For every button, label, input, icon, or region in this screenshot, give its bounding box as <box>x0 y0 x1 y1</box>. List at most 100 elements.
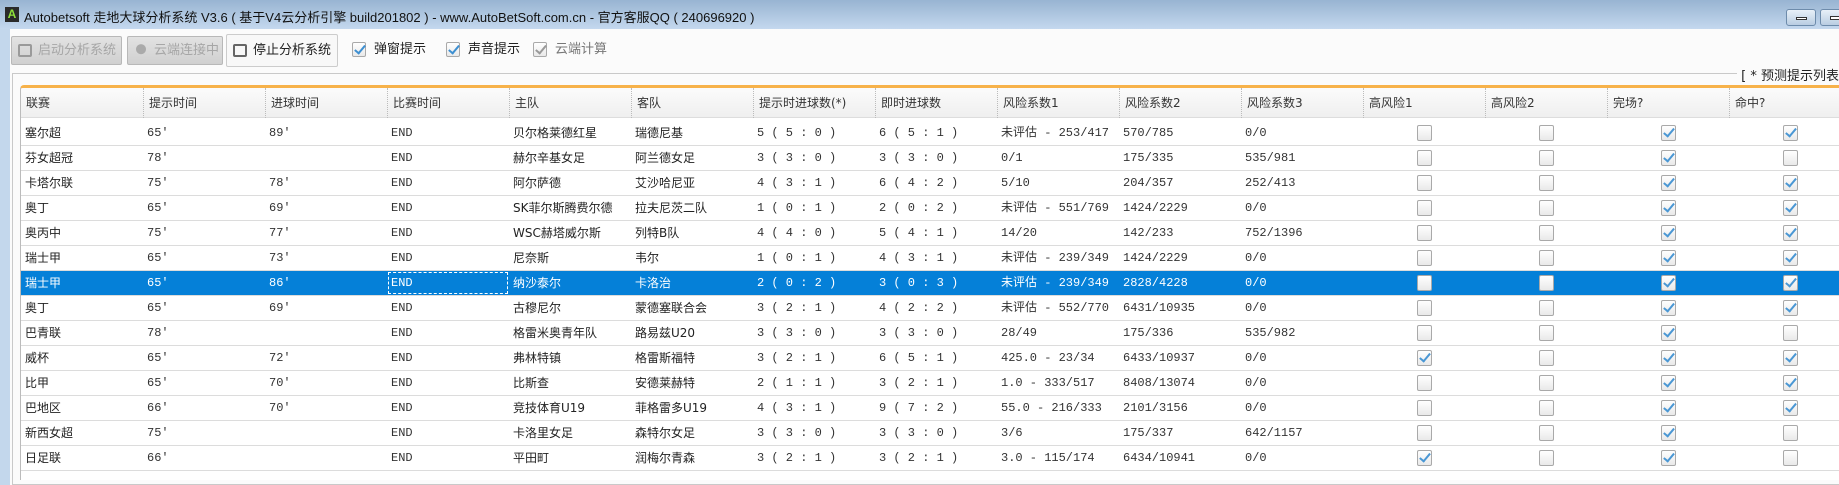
column-header[interactable]: 命中? <box>1729 88 1839 118</box>
cell-checkbox[interactable] <box>1729 396 1839 420</box>
table-row[interactable]: 比甲 65' 70' END 比斯查 安德莱赫特 2 ( 1 : 1 ) 3 ( 2 : 1 … <box>21 371 1839 396</box>
cell-checkbox[interactable] <box>1485 171 1607 195</box>
table-row[interactable]: 巴地区 66' 70' END 竞技体育U19 菲格雷多U19 4 ( 3 : 1 ) 9 (… <box>21 396 1839 421</box>
cell-checkbox[interactable] <box>1363 396 1485 420</box>
cell-checkbox[interactable] <box>1729 246 1839 270</box>
cell-checkbox[interactable] <box>1485 221 1607 245</box>
cell-checkbox[interactable] <box>1607 196 1729 220</box>
cell-checkbox[interactable] <box>1607 321 1729 345</box>
maximize-button[interactable] <box>1820 9 1839 26</box>
cell-checkbox[interactable] <box>1607 346 1729 370</box>
table-row[interactable]: 新西女超 75' END 卡洛里女足 森特尔女足 3 ( 3 : 0 ) 3 ( 3 : 0… <box>21 421 1839 446</box>
cell-checkbox[interactable] <box>1485 346 1607 370</box>
table-cell: 5 ( 4 : 1 ) <box>879 226 959 240</box>
cell-checkbox[interactable] <box>1363 196 1485 220</box>
cell-checkbox[interactable] <box>1485 371 1607 395</box>
cell-checkbox[interactable] <box>1363 121 1485 145</box>
column-header[interactable]: 高风险2 <box>1485 88 1607 118</box>
table-cell: 2 ( 0 : 2 ) <box>879 201 959 215</box>
cell-checkbox[interactable] <box>1607 371 1729 395</box>
start-analysis-button[interactable]: 启动分析系统 <box>11 36 122 65</box>
table-row[interactable]: 威杯 65' 72' END 弗林特镇 格雷斯福特 3 ( 2 : 1 ) 6 ( 5 : 1… <box>21 346 1839 371</box>
table-row[interactable]: 奥丙中 75' 77' END WSC赫塔威尔斯 列特B队 4 ( 4 : 0 ) 5 ( 4… <box>21 221 1839 246</box>
column-header[interactable]: 提示时间 <box>143 88 265 118</box>
cell-checkbox[interactable] <box>1363 146 1485 170</box>
cell-checkbox[interactable] <box>1729 421 1839 445</box>
title-bar: A Autobetsoft 走地大球分析系统 V3.6 ( 基于V4云分析引擎 … <box>0 0 1839 29</box>
cell-checkbox[interactable] <box>1363 246 1485 270</box>
cell-checkbox[interactable] <box>1729 296 1839 320</box>
cloud-connecting-button[interactable]: 云端连接中 <box>127 36 223 65</box>
cell-checkbox[interactable] <box>1363 346 1485 370</box>
column-header[interactable]: 联赛 <box>26 96 51 110</box>
column-header[interactable]: 客队 <box>631 88 753 118</box>
cell-checkbox[interactable] <box>1485 271 1607 295</box>
table-row[interactable]: 瑞士甲 65' 73' END 尼奈斯 韦尔 1 ( 0 : 1 ) 4 ( 3 : 1 ) 未… <box>21 246 1839 271</box>
stop-analysis-button[interactable]: 停止分析系统 <box>226 34 338 67</box>
cell-checkbox[interactable] <box>1363 371 1485 395</box>
table-row[interactable]: 奥丁 65' 69' END SK菲尔斯腾费尔德 拉夫尼茨二队 1 ( 0 : 1 ) 2 (… <box>21 196 1839 221</box>
cell-checkbox[interactable] <box>1485 246 1607 270</box>
cell-checkbox[interactable] <box>1363 421 1485 445</box>
cell-checkbox[interactable] <box>1485 146 1607 170</box>
cell-checkbox[interactable] <box>1607 121 1729 145</box>
cell-checkbox[interactable] <box>1729 146 1839 170</box>
cell-checkbox[interactable] <box>1607 271 1729 295</box>
cell-checkbox[interactable] <box>1607 146 1729 170</box>
column-header[interactable]: 比赛时间 <box>387 88 509 118</box>
table-row[interactable]: 瑞士甲 65' 86' END 纳沙泰尔 卡洛治 2 ( 0 : 2 ) 3 ( 0 : 3 … <box>21 271 1839 296</box>
cell-checkbox[interactable] <box>1485 296 1607 320</box>
cell-checkbox[interactable] <box>1363 321 1485 345</box>
cell-checkbox[interactable] <box>1485 446 1607 470</box>
cell-checkbox[interactable] <box>1363 446 1485 470</box>
popup-alert-checkbox[interactable]: 弹窗提示 <box>352 42 426 58</box>
cell-checkbox[interactable] <box>1363 221 1485 245</box>
cell-checkbox[interactable] <box>1607 446 1729 470</box>
cell-checkbox[interactable] <box>1729 346 1839 370</box>
column-header[interactable]: 风险系数2 <box>1119 88 1241 118</box>
column-header[interactable]: 主队 <box>509 88 631 118</box>
cell-checkbox[interactable] <box>1607 221 1729 245</box>
table-row[interactable]: 芬女超冠 78' END 赫尔辛基女足 阿兰德女足 3 ( 3 : 0 ) 3 ( 3 : … <box>21 146 1839 171</box>
cell-checkbox[interactable] <box>1729 221 1839 245</box>
table-row[interactable]: 奥丁 65' 69' END 古穆尼尔 蒙德塞联合会 3 ( 2 : 1 ) 4 ( 2 : … <box>21 296 1839 321</box>
table-row[interactable]: 塞尔超 65' 89' END 贝尔格莱德红星 瑞德尼基 5 ( 5 : 0 ) 6 ( 5 … <box>21 121 1839 146</box>
minimize-button[interactable] <box>1786 9 1816 26</box>
column-header[interactable]: 进球时间 <box>265 88 387 118</box>
cell-checkbox[interactable] <box>1607 171 1729 195</box>
cell-checkbox[interactable] <box>1363 296 1485 320</box>
table-row[interactable]: 日足联 66' END 平田町 润梅尔青森 3 ( 2 : 1 ) 3 ( 2 : 1 ) 3… <box>21 446 1839 471</box>
cell-checkbox[interactable] <box>1729 121 1839 145</box>
cell-checkbox[interactable] <box>1485 121 1607 145</box>
cell-checkbox[interactable] <box>1363 171 1485 195</box>
unchecked-checkbox-icon <box>1416 300 1432 316</box>
column-header[interactable]: 风险系数1 <box>997 88 1119 118</box>
sound-alert-checkbox[interactable]: 声音提示 <box>446 42 520 58</box>
cell-checkbox[interactable] <box>1607 396 1729 420</box>
cell-checkbox[interactable] <box>1485 396 1607 420</box>
cell-checkbox[interactable] <box>1729 371 1839 395</box>
column-header[interactable]: 完场? <box>1607 88 1729 118</box>
cell-checkbox[interactable] <box>1729 271 1839 295</box>
cell-checkbox[interactable] <box>1607 421 1729 445</box>
cell-checkbox[interactable] <box>1363 271 1485 295</box>
cell-checkbox[interactable] <box>1485 196 1607 220</box>
cell-checkbox[interactable] <box>1485 421 1607 445</box>
checkbox-icon <box>533 42 547 57</box>
cell-checkbox[interactable] <box>1485 321 1607 345</box>
cell-checkbox[interactable] <box>1607 296 1729 320</box>
cell-checkbox[interactable] <box>1729 446 1839 470</box>
column-header[interactable]: 风险系数3 <box>1241 88 1363 118</box>
column-header[interactable]: 高风险1 <box>1363 88 1485 118</box>
cell-checkbox[interactable] <box>1607 246 1729 270</box>
cell-checkbox[interactable] <box>1729 196 1839 220</box>
cloud-compute-checkbox[interactable]: 云端计算 <box>533 42 607 58</box>
table-row[interactable]: 卡塔尔联 75' 78' END 阿尔萨德 艾沙哈尼亚 4 ( 3 : 1 ) 6 ( 4 :… <box>21 171 1839 196</box>
cell-checkbox[interactable] <box>1729 171 1839 195</box>
table-row[interactable]: 巴青联 78' END 格雷米奥青年队 路易兹U20 3 ( 3 : 0 ) 3 ( 3 :… <box>21 321 1839 346</box>
table-cell: 2828/4228 <box>1123 276 1188 290</box>
column-header[interactable]: 即时进球数 <box>875 88 997 118</box>
column-header[interactable]: 提示时进球数(*) <box>753 88 875 118</box>
table-cell: 阿尔萨德 <box>513 176 562 190</box>
cell-checkbox[interactable] <box>1729 321 1839 345</box>
